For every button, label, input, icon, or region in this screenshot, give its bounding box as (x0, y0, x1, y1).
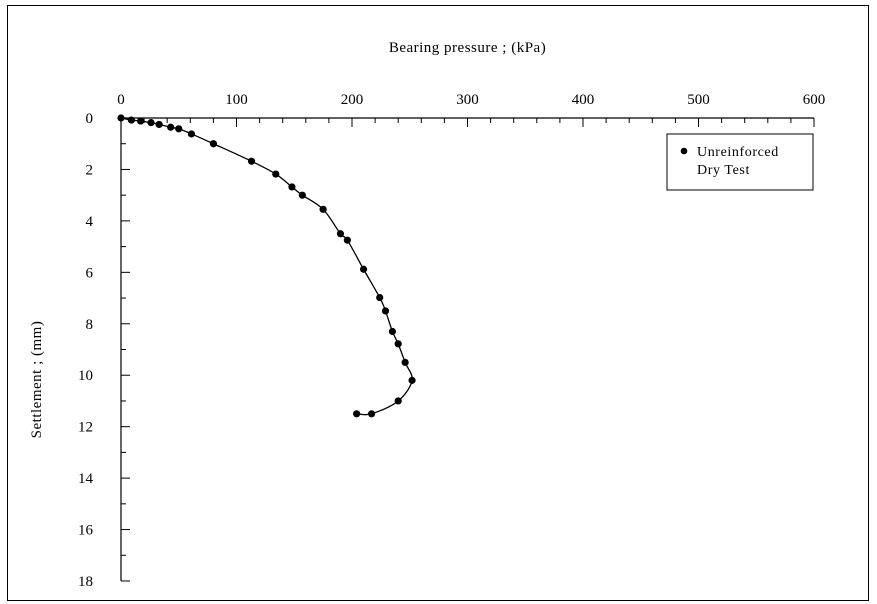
data-point (167, 123, 175, 131)
y-tick-label: 12 (78, 420, 93, 436)
data-point (288, 183, 296, 191)
y-tick-label: 6 (86, 265, 94, 281)
y-tick-label: 14 (78, 471, 94, 487)
data-point (147, 119, 155, 127)
x-tick-label: 600 (803, 92, 826, 108)
series-line (120, 117, 413, 416)
legend-box (666, 133, 814, 191)
x-tick-label: 200 (341, 92, 364, 108)
data-point (272, 170, 280, 178)
y-tick-label: 16 (78, 523, 94, 539)
legend-marker (680, 147, 688, 155)
y-tick-label: 2 (86, 162, 94, 178)
data-point (336, 230, 345, 238)
data-point (401, 358, 409, 366)
y-tick-label: 10 (78, 368, 93, 384)
x-tick-label: 0 (117, 92, 125, 108)
x-tick-label: 300 (456, 92, 479, 108)
data-point (408, 376, 416, 384)
data-point (368, 410, 376, 418)
settlement-chart: Bearing pressure ; (kPa) Settlement ; (m… (29, 40, 825, 590)
data-point (187, 130, 196, 138)
y-tick-label: 4 (86, 214, 94, 230)
y-tick-label: 0 (86, 111, 94, 127)
y-axis-title: Settlement ; (mm) (29, 321, 45, 439)
data-point (359, 265, 368, 273)
x-tick-label: 500 (687, 92, 710, 108)
data-point (155, 120, 163, 129)
data-point (376, 293, 384, 302)
data-point (394, 340, 402, 348)
series-layer (117, 114, 416, 418)
data-point (353, 410, 361, 418)
data-point (247, 157, 256, 165)
legend: Unreinforced Dry Test (666, 133, 814, 191)
legend-label-line-1: Unreinforced (697, 145, 779, 160)
x-tick-label: 100 (225, 92, 248, 108)
data-point (117, 114, 125, 122)
data-point (209, 140, 217, 148)
data-point (137, 117, 145, 125)
data-point (394, 397, 402, 405)
axes: 0 100 200 300 400 500 600 0 2 4 6 8 10 12 14 16 18 (78, 92, 825, 590)
x-axis-title: Bearing pressure ; (kPa) (389, 40, 546, 56)
data-point (343, 236, 351, 244)
data-point (388, 327, 397, 336)
y-tick-label: 18 (78, 574, 93, 590)
data-point (298, 191, 306, 199)
x-tick-label: 400 (572, 92, 595, 108)
data-point (381, 307, 390, 315)
data-point (319, 205, 327, 213)
chart-frame: Bearing pressure ; (kPa) Settlement ; (m… (7, 5, 869, 601)
y-tick-label: 8 (86, 317, 94, 333)
data-point (175, 125, 183, 133)
legend-label-line-2: Dry Test (697, 163, 750, 178)
data-point (127, 116, 135, 124)
